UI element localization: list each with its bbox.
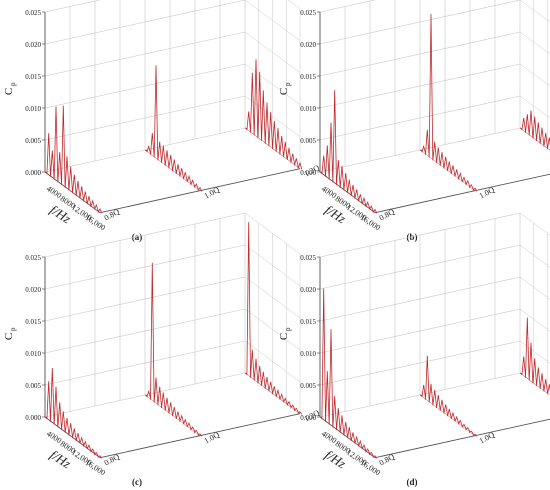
spectrum-baseline-2 bbox=[144, 394, 201, 436]
side-wall-grid bbox=[519, 212, 550, 396]
spectrum-baseline-2 bbox=[419, 149, 476, 191]
z-axis bbox=[374, 418, 550, 459]
spectrum-baseline-1 bbox=[319, 416, 376, 458]
grid-line bbox=[519, 31, 550, 55]
z-tick-label: 0.8Q bbox=[103, 207, 121, 222]
z-axis bbox=[99, 413, 301, 459]
grid-line bbox=[519, 372, 550, 396]
y-tick-label: 0.000 bbox=[300, 414, 316, 422]
y-tick-label: 0.010 bbox=[25, 105, 41, 113]
panel-label: (c) bbox=[132, 477, 142, 487]
y-tick-label: 0.015 bbox=[25, 318, 41, 326]
spectrum-line-3 bbox=[519, 317, 550, 395]
y-tick-label: 0.000 bbox=[25, 414, 41, 422]
spectrum-baseline-2 bbox=[419, 394, 476, 436]
y-tick-label: 0.005 bbox=[300, 382, 316, 390]
panel-label: (d) bbox=[407, 477, 418, 487]
y-axis-label-sub: p bbox=[9, 82, 17, 88]
spectrum-baseline-3 bbox=[519, 372, 550, 396]
y-tick-label: 0.010 bbox=[25, 350, 41, 358]
grid-line bbox=[519, 308, 550, 332]
y-tick-label: 0.005 bbox=[300, 137, 316, 145]
spectrum-baseline-1 bbox=[44, 171, 101, 213]
z-axis bbox=[374, 173, 550, 214]
spectrum-line-1 bbox=[44, 105, 103, 214]
y-axis-label: C p bbox=[278, 82, 292, 95]
grid-line bbox=[519, 244, 550, 268]
grid-line bbox=[520, 0, 550, 9]
grid-line bbox=[287, 0, 301, 9]
side-wall-grid bbox=[244, 212, 301, 414]
z-tick-label: 0.8Q bbox=[103, 452, 121, 467]
spectrum-baseline-3 bbox=[519, 127, 550, 151]
y-axis-label-sub: p bbox=[9, 327, 17, 333]
grid-line bbox=[519, 63, 550, 87]
z-tick-label: 0.8Q bbox=[378, 207, 396, 222]
z-tick-label: 0.8Q bbox=[378, 452, 396, 467]
y-tick-label: 0.020 bbox=[300, 286, 316, 294]
y-tick-label: 0.005 bbox=[25, 137, 41, 145]
back-wall-grid bbox=[44, 0, 246, 173]
y-tick-label: 0.025 bbox=[300, 9, 316, 17]
spectrum-baseline-3 bbox=[244, 127, 301, 169]
y-axis-label: C p bbox=[278, 327, 292, 340]
grid-line bbox=[519, 95, 550, 119]
side-wall-grid bbox=[519, 0, 550, 151]
spectrum-line-2 bbox=[419, 14, 478, 192]
back-wall-grid bbox=[44, 212, 246, 418]
grid-line bbox=[44, 0, 101, 13]
y-axis-label-sub: p bbox=[284, 327, 292, 333]
z-tick-label: 1.0Q bbox=[478, 430, 496, 445]
spectrum-baseline-3 bbox=[244, 372, 301, 414]
grid-line bbox=[519, 0, 550, 23]
grid-line bbox=[319, 0, 376, 13]
y-tick-label: 0.010 bbox=[300, 105, 316, 113]
y-tick-label: 0.025 bbox=[300, 254, 316, 262]
spectrum-baseline-1 bbox=[44, 416, 101, 458]
spectrum-baseline-2 bbox=[144, 149, 201, 191]
y-tick-label: 0.005 bbox=[25, 382, 41, 390]
y-tick-label: 0.000 bbox=[300, 169, 316, 177]
y-tick-label: 0.015 bbox=[300, 318, 316, 326]
z-tick-label: 1.0Q bbox=[203, 430, 221, 445]
y-tick-label: 0.020 bbox=[25, 41, 41, 49]
grid-line bbox=[519, 276, 550, 300]
y-tick-label: 0.010 bbox=[300, 350, 316, 358]
z-tick-label: 1.0Q bbox=[478, 185, 496, 200]
y-tick-label: 0.020 bbox=[300, 41, 316, 49]
spectrum-baseline-1 bbox=[319, 171, 376, 213]
z-tick-label: 1.0Q bbox=[203, 185, 221, 200]
side-wall-grid bbox=[244, 0, 301, 169]
spectrum-line-2 bbox=[144, 262, 203, 437]
spectrum-line-3 bbox=[244, 222, 303, 415]
y-tick-label: 0.015 bbox=[25, 73, 41, 81]
y-tick-label: 0.000 bbox=[25, 169, 41, 177]
y-tick-label: 0.015 bbox=[300, 73, 316, 81]
y-tick-label: 0.025 bbox=[25, 254, 41, 262]
spectrum-line-3 bbox=[519, 110, 550, 150]
grid-line bbox=[519, 212, 550, 236]
y-axis-label-sub: p bbox=[284, 82, 292, 88]
y-axis-label: C p bbox=[3, 327, 17, 340]
y-axis-label: C p bbox=[3, 82, 17, 95]
spectrum-line-3 bbox=[244, 59, 303, 170]
back-wall-grid bbox=[319, 0, 521, 173]
spectrum-line-2 bbox=[419, 355, 478, 437]
back-wall-grid bbox=[319, 212, 521, 418]
y-tick-label: 0.025 bbox=[25, 9, 41, 17]
y-tick-label: 0.020 bbox=[25, 286, 41, 294]
